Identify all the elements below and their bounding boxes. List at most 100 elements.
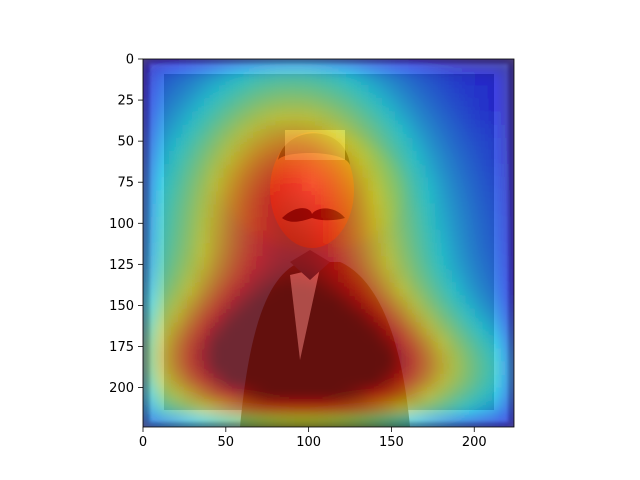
heat-cell: [368, 59, 383, 74]
heat-cell: [447, 111, 462, 126]
heat-cell: [487, 243, 502, 258]
heat-cell: [169, 256, 184, 271]
heat-cell: [182, 282, 197, 297]
heat-cell: [408, 229, 423, 244]
heat-cell: [222, 59, 237, 74]
heatmap-overlay: [143, 59, 514, 427]
heat-cell: [500, 190, 514, 205]
heat-cell: [500, 164, 514, 179]
y-tick-label: 100: [109, 217, 134, 232]
heat-cell: [408, 190, 423, 205]
heat-cell: [302, 348, 317, 363]
x-tick-label: 100: [296, 435, 321, 450]
heat-cell: [143, 256, 158, 271]
heat-cell: [275, 413, 290, 427]
heat-cell: [143, 374, 158, 389]
heat-cell: [394, 269, 409, 284]
heat-cell: [143, 216, 158, 231]
heat-cell: [156, 137, 171, 152]
heat-cell: [222, 229, 237, 244]
heat-cell: [262, 321, 277, 336]
heat-cell: [235, 243, 250, 258]
heat-cell: [328, 151, 343, 166]
heat-cell: [143, 269, 158, 284]
heat-cell: [421, 335, 436, 350]
heat-cell: [209, 190, 224, 205]
heat-cell: [275, 137, 290, 152]
heat-cell: [421, 243, 436, 258]
heat-cell: [487, 124, 502, 139]
heat-cell: [222, 203, 237, 218]
heat-cell: [249, 413, 264, 427]
heat-cell: [328, 321, 343, 336]
heat-cell: [447, 400, 462, 415]
heat-cell: [143, 387, 158, 402]
heat-cell: [474, 256, 489, 271]
heat-cell: [143, 72, 158, 87]
heat-cell: [394, 308, 409, 323]
heat-cell: [156, 413, 171, 427]
heat-cell: [355, 321, 370, 336]
heat-cell: [381, 203, 396, 218]
heat-cell: [209, 361, 224, 376]
heat-cell: [408, 348, 423, 363]
heat-cell: [315, 164, 330, 179]
heat-cell: [368, 361, 383, 376]
heat-cell: [447, 282, 462, 297]
heat-cell: [461, 243, 476, 258]
heat-cell: [262, 243, 277, 258]
heat-cell: [447, 308, 462, 323]
heat-cell: [355, 72, 370, 87]
heat-cell: [196, 413, 211, 427]
heat-cell: [209, 269, 224, 284]
heat-cell: [461, 413, 476, 427]
heat-cell: [368, 335, 383, 350]
heat-cell: [288, 111, 303, 126]
heat-cell: [262, 98, 277, 113]
heat-cell: [169, 269, 184, 284]
heat-cell: [169, 124, 184, 139]
heat-cell: [474, 269, 489, 284]
heat-cell: [262, 256, 277, 271]
heat-cell: [196, 256, 211, 271]
heat-cell: [381, 229, 396, 244]
heat-cell: [434, 216, 449, 231]
y-tick-label: 0: [126, 53, 134, 68]
heat-cell: [222, 269, 237, 284]
heat-cell: [249, 59, 264, 74]
heat-cell: [169, 137, 184, 152]
axes-frame: [142, 58, 515, 428]
heat-cell: [421, 59, 436, 74]
heat-cell: [209, 98, 224, 113]
heat-cell: [394, 59, 409, 74]
heat-cell: [381, 282, 396, 297]
heat-cell: [381, 164, 396, 179]
heat-cell: [461, 361, 476, 376]
heat-cell: [196, 190, 211, 205]
heat-cell: [222, 151, 237, 166]
heat-cell: [235, 335, 250, 350]
heat-cell: [447, 151, 462, 166]
heat-cell: [222, 374, 237, 389]
heat-cell: [235, 98, 250, 113]
heat-cell: [500, 85, 514, 100]
heat-cell: [461, 124, 476, 139]
heat-cell: [461, 177, 476, 192]
heat-cell: [355, 348, 370, 363]
heat-cell: [196, 308, 211, 323]
heat-cell: [355, 151, 370, 166]
heat-cell: [408, 400, 423, 415]
heat-cell: [302, 98, 317, 113]
heat-cell: [169, 282, 184, 297]
heat-cell: [262, 229, 277, 244]
heat-cell: [262, 72, 277, 87]
heat-cell: [275, 177, 290, 192]
heat-cell: [461, 374, 476, 389]
heat-cell: [408, 243, 423, 258]
heat-cell: [262, 177, 277, 192]
heat-cell: [249, 164, 264, 179]
heat-cell: [461, 269, 476, 284]
heat-cell: [461, 348, 476, 363]
heat-cell: [341, 164, 356, 179]
heat-cell: [408, 98, 423, 113]
